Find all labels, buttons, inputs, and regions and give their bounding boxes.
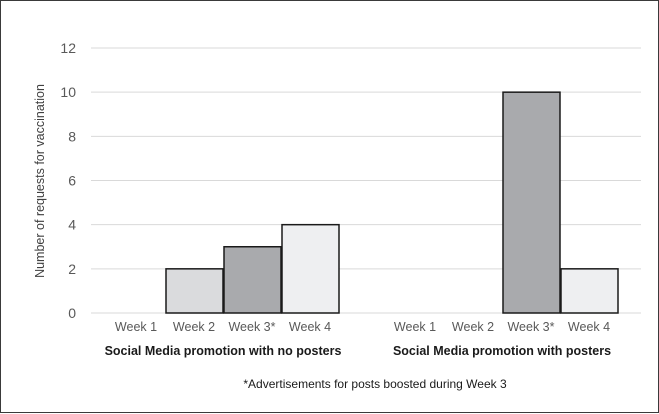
x-category-label: Week 1 bbox=[394, 320, 436, 334]
footnote: *Advertisements for posts boosted during… bbox=[243, 377, 507, 391]
y-tick-label: 0 bbox=[68, 305, 76, 321]
y-axis-label: Number of requests for vaccination bbox=[33, 84, 47, 278]
y-tick-label: 12 bbox=[60, 40, 76, 56]
bar bbox=[502, 91, 561, 314]
bars bbox=[165, 91, 619, 314]
group-label: Social Media promotion with posters bbox=[393, 344, 611, 358]
bar bbox=[165, 268, 224, 314]
bar bbox=[560, 268, 619, 314]
y-tick-label: 10 bbox=[60, 84, 76, 100]
bar bbox=[223, 246, 282, 314]
y-tick-labels: 0 2 4 6 8 10 12 bbox=[60, 40, 76, 321]
y-tick-label: 6 bbox=[68, 173, 76, 189]
x-category-label: Week 1 bbox=[115, 320, 157, 334]
group-labels: Social Media promotion with no posters So… bbox=[105, 344, 611, 358]
x-category-label: Week 2 bbox=[452, 320, 494, 334]
y-tick-label: 4 bbox=[68, 217, 76, 233]
x-category-label: Week 2 bbox=[173, 320, 215, 334]
group-label: Social Media promotion with no posters bbox=[105, 344, 342, 358]
x-category-label: Week 4 bbox=[568, 320, 610, 334]
y-tick-label: 8 bbox=[68, 128, 76, 144]
x-category-label: Week 3* bbox=[228, 320, 275, 334]
x-category-label: Week 3* bbox=[507, 320, 554, 334]
x-category-labels: Week 1 Week 2 Week 3* Week 4 Week 1 Week 2 Wee… bbox=[115, 320, 610, 334]
bar bbox=[281, 223, 340, 314]
y-tick-label: 2 bbox=[68, 261, 76, 277]
x-category-label: Week 4 bbox=[289, 320, 331, 334]
